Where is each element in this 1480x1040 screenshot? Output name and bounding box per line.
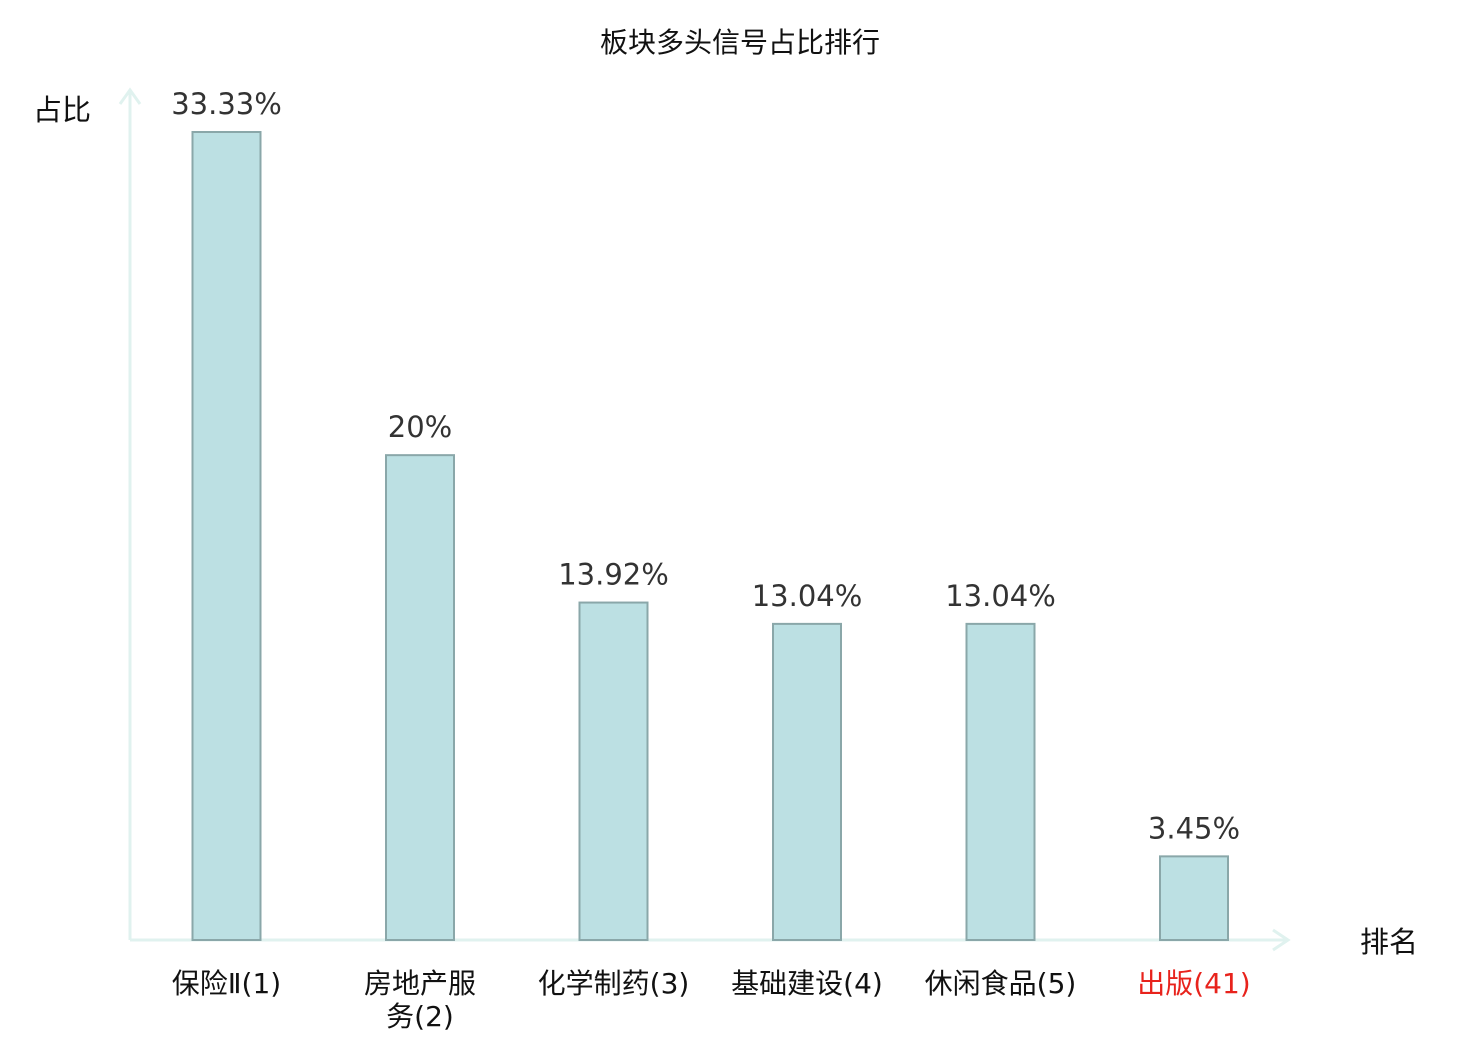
x-axis-arrow <box>1272 928 1291 952</box>
bars <box>191 131 1229 942</box>
bar <box>191 131 262 941</box>
value-label: 3.45% <box>1148 811 1240 845</box>
category-label: 务(2) <box>386 1000 454 1033</box>
category-label: 基础建设(4) <box>731 967 883 1000</box>
bar <box>385 454 455 941</box>
chart-title: 板块多头信号占比排行 <box>600 26 880 59</box>
value-label: 33.33% <box>171 87 282 121</box>
bar <box>1159 855 1229 942</box>
value-label: 20% <box>388 410 452 444</box>
category-label: 出版(41) <box>1137 967 1250 1000</box>
y-axis-label: 占比 <box>33 93 91 127</box>
bar <box>772 622 842 941</box>
value-label: 13.04% <box>752 579 863 613</box>
category-label: 房地产服 <box>364 967 476 1000</box>
category-label: 保险Ⅱ(1) <box>172 967 281 1000</box>
x-axis-label: 排名 <box>1360 925 1418 959</box>
bar <box>578 601 649 942</box>
y-axis-arrow <box>118 87 142 105</box>
value-labels: 33.33% 20% 13.92% 13.04% 13.04% 3.45% <box>171 87 1240 845</box>
value-label: 13.04% <box>945 579 1056 613</box>
axes <box>118 87 1291 952</box>
category-label: 化学制药(3) <box>538 967 690 1000</box>
category-label: 休闲食品(5) <box>925 967 1077 1000</box>
bar <box>965 622 1036 941</box>
value-label: 13.92% <box>558 558 669 592</box>
